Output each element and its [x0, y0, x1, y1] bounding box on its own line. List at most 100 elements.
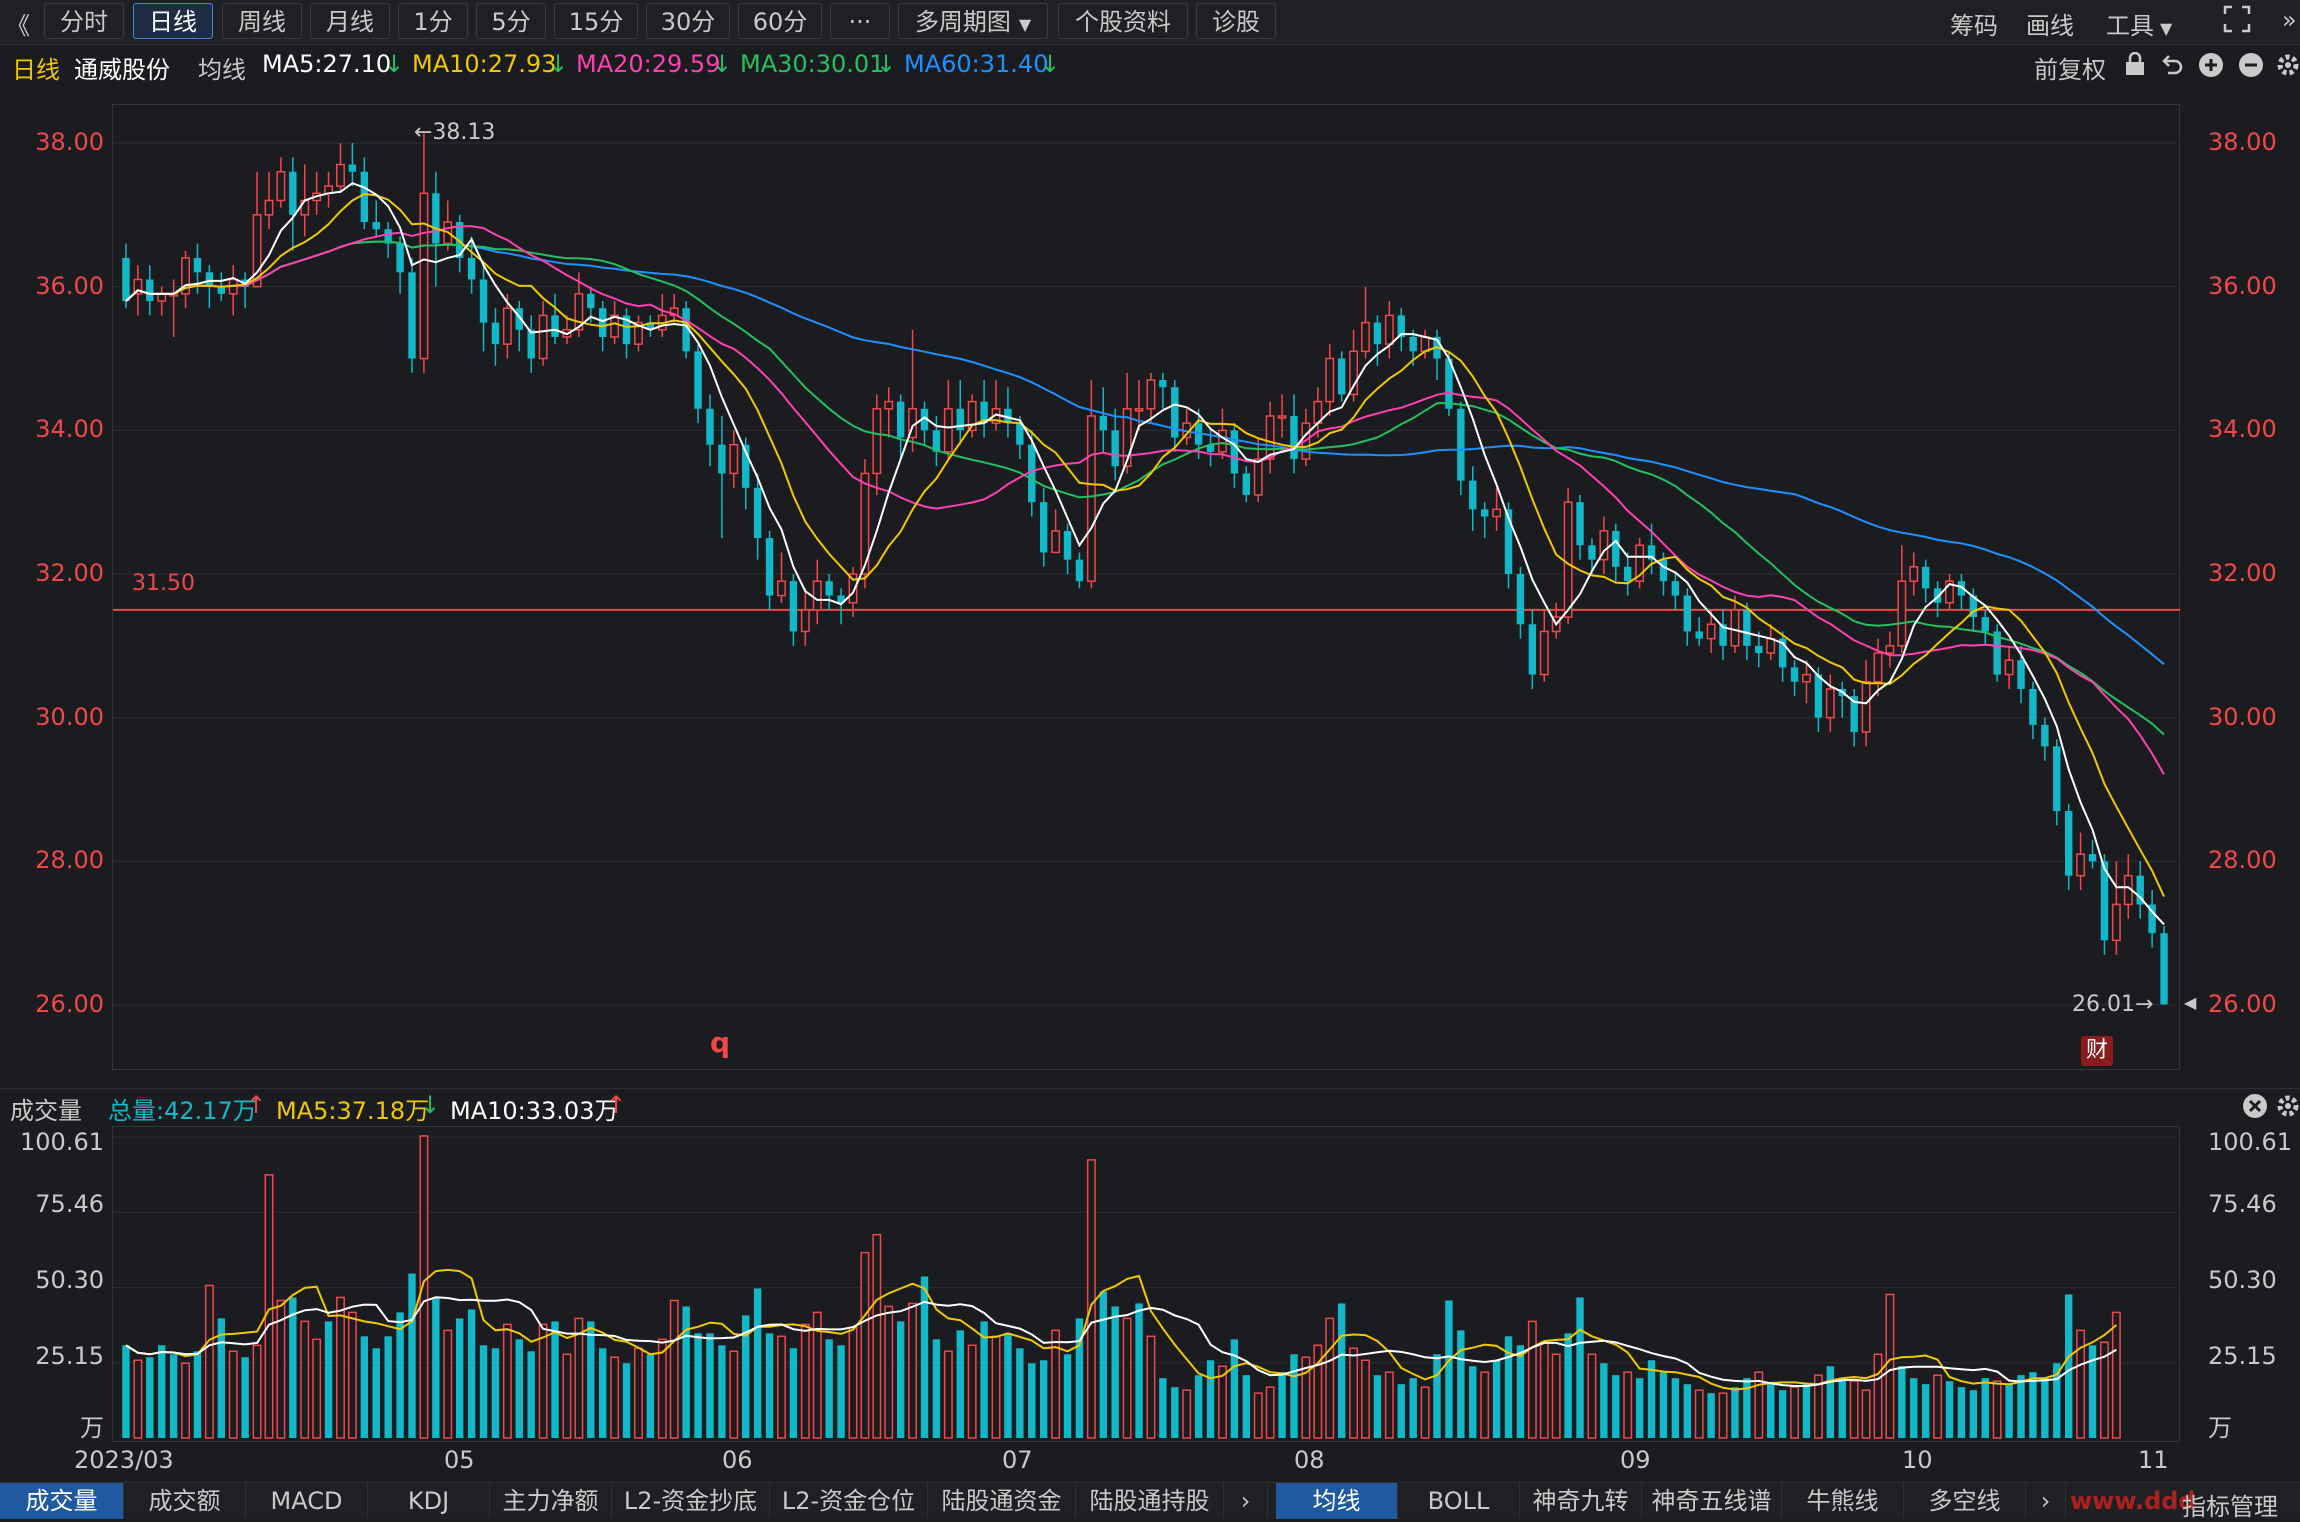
volume-bar-down	[920, 1276, 929, 1438]
zoom-out-icon[interactable]	[2238, 52, 2264, 84]
zoom-in-icon[interactable]	[2198, 52, 2224, 84]
tab-kdj[interactable]: KDJ	[368, 1483, 490, 1519]
candle-up	[1825, 688, 1835, 719]
price-axis-label-right: 28.00	[2208, 846, 2277, 875]
gear-icon[interactable]	[2276, 1093, 2300, 1125]
candle-up	[967, 400, 977, 432]
tab-l2-bottom[interactable]: L2-资金抄底	[612, 1483, 770, 1519]
tab-ma[interactable]: 均线	[1276, 1483, 1398, 1519]
chips-button[interactable]: 筹码	[1950, 12, 1998, 40]
double-chevron-right-icon[interactable]: »	[2282, 6, 2297, 34]
adjust-dropdown[interactable]: 前复权	[2034, 56, 2106, 84]
ma-label[interactable]: 均线	[198, 56, 246, 84]
volume-bar-down	[1731, 1387, 1739, 1438]
candle-down	[2160, 933, 2168, 1005]
tab-volume[interactable]: 成交量	[0, 1483, 124, 1519]
ma20-line	[125, 225, 2165, 775]
diagnose-button[interactable]: 诊股	[1196, 3, 1276, 39]
candle-down	[1790, 667, 1799, 682]
candle-down	[515, 308, 523, 330]
tab-long-short[interactable]: 多空线	[1904, 1483, 2026, 1519]
tab-boll[interactable]: BOLL	[1398, 1483, 1520, 1519]
tab-weekly[interactable]: 周线	[222, 3, 302, 39]
tab-1min[interactable]: 1分	[398, 3, 468, 39]
financial-report-badge[interactable]: 财	[2081, 1036, 2113, 1066]
candle-up	[1134, 408, 1144, 412]
volume-bar-down	[1921, 1384, 1930, 1438]
multi-period-dropdown[interactable]: 多周期图 ▼	[898, 3, 1048, 39]
tab-fenshi[interactable]: 分时	[44, 3, 124, 39]
candle-down	[1016, 423, 1024, 445]
volume-axis-label-left: 100.61	[20, 1128, 104, 1156]
volume-title[interactable]: 成交量	[10, 1097, 82, 1125]
close-icon[interactable]	[2242, 1093, 2268, 1125]
stock-name[interactable]: 通威股份	[74, 56, 170, 84]
event-marker[interactable]: q	[710, 1026, 731, 1059]
candle-down	[396, 243, 404, 273]
candle-down	[1624, 566, 1632, 582]
arrow-down-icon: ↓	[1040, 50, 1061, 78]
candle-down	[455, 222, 464, 258]
tab-macd[interactable]: MACD	[246, 1483, 368, 1519]
arrow-down-icon: ↓	[876, 50, 897, 78]
candle-down	[587, 293, 595, 309]
undo-icon[interactable]	[2160, 52, 2184, 82]
candle-down	[384, 229, 392, 244]
candle-down	[217, 286, 226, 294]
ma5-line	[125, 182, 2165, 926]
volume-bar-down	[1898, 1366, 1906, 1438]
ma5-value: MA5:27.10	[262, 50, 392, 78]
gear-icon[interactable]	[2276, 52, 2300, 84]
tab-five-line[interactable]: 神奇五线谱	[1642, 1483, 1782, 1519]
tab-15min[interactable]: 15分	[554, 3, 638, 39]
volume-bar-up	[872, 1233, 882, 1439]
tab-hk-hold[interactable]: 陆股通持股	[1076, 1483, 1224, 1519]
candle-up	[1802, 673, 1811, 683]
volume-bar-down	[599, 1348, 607, 1438]
tools-dropdown[interactable]: 工具 ▼	[2106, 6, 2172, 41]
back-icon[interactable]: 《	[6, 12, 30, 40]
lock-icon[interactable]	[2124, 51, 2146, 82]
tab-monthly[interactable]: 月线	[310, 3, 390, 39]
candle-down	[1778, 638, 1787, 668]
more-icon[interactable]: ···	[830, 3, 890, 39]
expand-icon[interactable]	[2222, 4, 2252, 40]
volume-bar-down	[1433, 1354, 1441, 1438]
volume-bar-up	[860, 1251, 870, 1439]
volume-bar-down	[1230, 1339, 1239, 1438]
stock-profile-button[interactable]: 个股资料	[1058, 3, 1188, 39]
chevron-right-icon[interactable]: ›	[2026, 1483, 2066, 1519]
tab-l2-position[interactable]: L2-资金仓位	[770, 1483, 928, 1519]
price-axis-label-left: 36.00	[35, 271, 104, 300]
volume-bar-up	[1992, 1380, 2002, 1439]
candle-down	[1850, 696, 1858, 733]
candle-up	[2076, 853, 2086, 877]
chevron-right-icon[interactable]: ›	[1224, 1483, 1268, 1519]
candle-down	[1111, 430, 1119, 467]
date-axis-label: 11	[2138, 1446, 2169, 1474]
volume-bar-down	[837, 1345, 845, 1438]
low-marker: 26.01→	[2072, 992, 2154, 1017]
tab-turnover[interactable]: 成交额	[124, 1483, 246, 1519]
draw-line-button[interactable]: 画线	[2026, 12, 2074, 40]
tab-30min[interactable]: 30分	[646, 3, 730, 39]
date-axis-label: 08	[1294, 1446, 1325, 1474]
candle-up	[538, 314, 548, 360]
tab-bull-bear[interactable]: 牛熊线	[1782, 1483, 1904, 1519]
volume-bar-up	[1480, 1371, 1490, 1439]
tab-main-net[interactable]: 主力净额	[490, 1483, 612, 1519]
volume-bar-down	[1564, 1333, 1572, 1438]
tab-60min[interactable]: 60分	[738, 3, 822, 39]
volume-bar-up	[562, 1353, 572, 1439]
tab-nine-turn[interactable]: 神奇九转	[1520, 1483, 1642, 1519]
volume-bar-down	[1492, 1360, 1501, 1438]
candle-up	[276, 170, 286, 202]
tab-daily[interactable]: 日线	[133, 3, 213, 39]
candle-down	[1004, 408, 1012, 424]
tab-hk-flow[interactable]: 陆股通资金	[928, 1483, 1076, 1519]
volume-bar-up	[1384, 1371, 1394, 1439]
indicator-manage-button[interactable]: 指标管理	[2182, 1493, 2278, 1521]
volume-bar-down	[360, 1336, 369, 1438]
tab-5min[interactable]: 5分	[476, 3, 546, 39]
